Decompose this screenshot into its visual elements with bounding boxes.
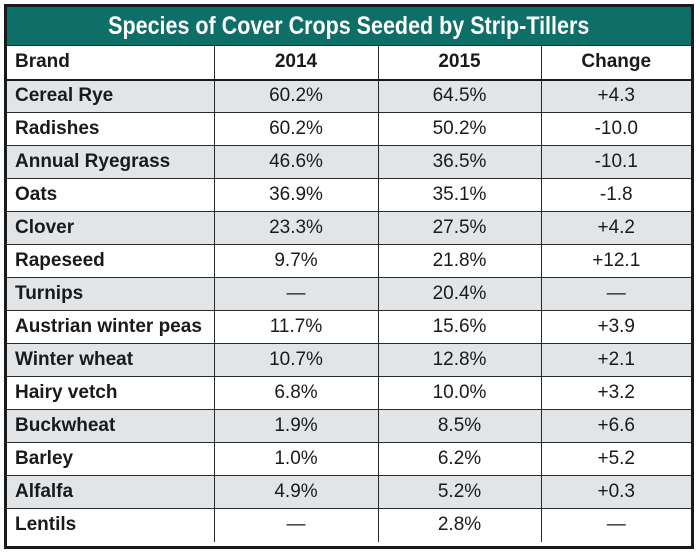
cell-brand: Turnips — [7, 277, 215, 311]
cell-brand: Rapeseed — [7, 244, 215, 278]
cell-brand: Barley — [7, 442, 215, 476]
cell-2015: 21.8% — [377, 244, 542, 278]
cell-2015: 64.5% — [377, 79, 542, 113]
cell-brand: Annual Ryegrass — [7, 145, 215, 179]
cell-2015: 6.2% — [377, 442, 542, 476]
cell-change: — — [540, 277, 691, 311]
table-row: Radishes 60.2% 50.2% -10.0 — [7, 112, 691, 146]
cell-change: +5.2 — [540, 442, 691, 476]
cell-change: +3.9 — [540, 310, 691, 344]
cell-2015: 10.0% — [377, 376, 542, 410]
table-title-bar: Species of Cover Crops Seeded by Strip-T… — [7, 7, 691, 45]
cell-change: +12.1 — [540, 244, 691, 278]
cell-2014: 11.7% — [213, 310, 379, 344]
cell-2014: 4.9% — [213, 475, 379, 509]
cell-2015: 50.2% — [377, 112, 542, 146]
cell-2014: 60.2% — [213, 112, 379, 146]
table-row: Austrian winter peas 11.7% 15.6% +3.9 — [7, 310, 691, 344]
cell-change: -10.0 — [540, 112, 691, 146]
column-header-2014: 2014 — [213, 45, 379, 81]
cell-2015: 5.2% — [377, 475, 542, 509]
cell-2014: 60.2% — [213, 79, 379, 113]
cell-change: +0.3 — [540, 475, 691, 509]
cell-brand: Hairy vetch — [7, 376, 215, 410]
cell-brand: Cereal Rye — [7, 79, 215, 113]
table-row: Lentils —2.8% — — [7, 508, 691, 542]
cell-change: +3.2 — [540, 376, 691, 410]
cell-change: -1.8 — [540, 178, 691, 212]
table-row: Rapeseed 9.7% 21.8% +12.1 — [7, 244, 691, 278]
cell-brand: Alfalfa — [7, 475, 215, 509]
cell-change: — — [540, 508, 691, 542]
cell-2014: 10.7% — [213, 343, 379, 377]
cell-2015: 2.8% — [377, 508, 542, 542]
cell-brand: Radishes — [7, 112, 215, 146]
cell-2015: 12.8% — [377, 343, 542, 377]
cell-change: +4.2 — [540, 211, 691, 245]
cell-brand: Clover — [7, 211, 215, 245]
column-header-brand: Brand — [7, 45, 215, 81]
table-row: Winter wheat 10.7% 12.8% +2.1 — [7, 343, 691, 377]
table-row: Annual Ryegrass 46.6% 36.5% -10.1 — [7, 145, 691, 179]
cover-crops-table-frame: Species of Cover Crops Seeded by Strip-T… — [4, 4, 694, 549]
cover-crops-table: Brand 2014 2015 Change Cereal Rye 60.2% 64… — [7, 45, 691, 542]
cell-2015: 35.1% — [377, 178, 542, 212]
cell-2014: 46.6% — [213, 145, 379, 179]
cell-2014: 23.3% — [213, 211, 379, 245]
table-row: Turnips —20.4% — — [7, 277, 691, 311]
cell-2015: 27.5% — [377, 211, 542, 245]
table-row: Oats 36.9% 35.1% -1.8 — [7, 178, 691, 212]
cell-change: -10.1 — [540, 145, 691, 179]
table-title: Species of Cover Crops Seeded by Strip-T… — [108, 11, 590, 40]
header-row: Brand 2014 2015 Change — [7, 45, 691, 81]
cell-brand: Winter wheat — [7, 343, 215, 377]
cell-brand: Buckwheat — [7, 409, 215, 443]
cell-2014: 6.8% — [213, 376, 379, 410]
table-row: Alfalfa 4.9% 5.2% +0.3 — [7, 475, 691, 509]
cell-brand: Lentils — [7, 508, 215, 542]
cell-2014: 36.9% — [213, 178, 379, 212]
table-row: Barley 1.0% 6.2% +5.2 — [7, 442, 691, 476]
table-row: Clover 23.3% 27.5% +4.2 — [7, 211, 691, 245]
cell-2015: 36.5% — [377, 145, 542, 179]
cell-2015: 8.5% — [377, 409, 542, 443]
cell-brand: Austrian winter peas — [7, 310, 215, 344]
table-row: Hairy vetch 6.8% 10.0% +3.2 — [7, 376, 691, 410]
cell-2014: — — [213, 508, 379, 542]
cell-2014: 1.0% — [213, 442, 379, 476]
cell-change: +4.3 — [540, 79, 691, 113]
cell-2014: — — [213, 277, 379, 311]
cell-2014: 1.9% — [213, 409, 379, 443]
cell-2014: 9.7% — [213, 244, 379, 278]
cell-2015: 20.4% — [377, 277, 542, 311]
cell-2015: 15.6% — [377, 310, 542, 344]
column-header-change: Change — [540, 45, 691, 81]
cell-change: +6.6 — [540, 409, 691, 443]
column-header-2015: 2015 — [377, 45, 542, 81]
table-row: Cereal Rye 60.2% 64.5% +4.3 — [7, 79, 691, 113]
cell-change: +2.1 — [540, 343, 691, 377]
table-body: Cereal Rye 60.2% 64.5% +4.3 Radishes 60.2% 50.… — [7, 79, 691, 542]
table-row: Buckwheat 1.9% 8.5% +6.6 — [7, 409, 691, 443]
cell-brand: Oats — [7, 178, 215, 212]
